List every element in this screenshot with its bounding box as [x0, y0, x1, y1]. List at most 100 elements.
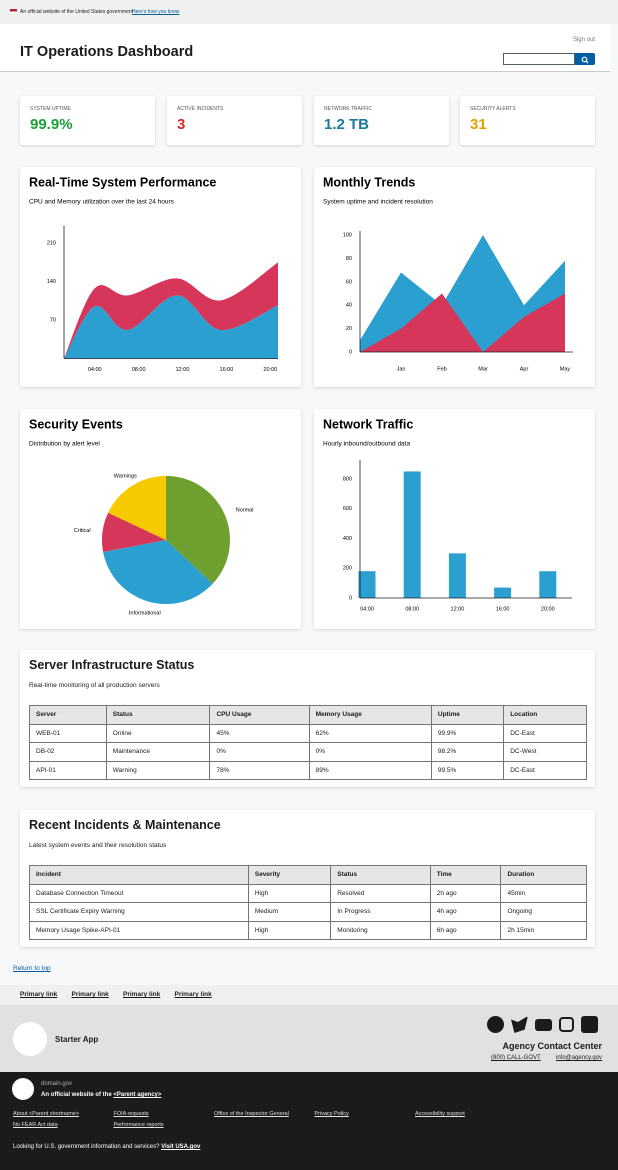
chart: Network Traffic Hourly inbound/outbound d…: [323, 417, 572, 612]
app-name: Starter App: [55, 1035, 99, 1044]
x-tick-label: 20:00: [541, 606, 555, 612]
official-prefix: An official website of the: [41, 1092, 112, 1098]
primary-link[interactable]: Primary link: [174, 991, 212, 998]
y-tick-label: 600: [343, 506, 352, 512]
chart-card: Security Events Distribution by alert lev…: [20, 409, 301, 629]
table-cell: Resolved: [330, 883, 431, 903]
primary-link[interactable]: Primary link: [71, 991, 109, 998]
site-title: IT Operations Dashboard: [20, 44, 194, 60]
x-tick-label: 04:00: [360, 606, 374, 612]
table-cell: High: [247, 883, 332, 903]
column-header: Location: [503, 705, 587, 725]
parent-agency[interactable]: <Parent agency>: [113, 1092, 162, 1098]
table-cell: 99.5%: [430, 760, 505, 780]
stat-card: ACTIVE INCIDENTS 3: [167, 96, 302, 145]
stat-label: ACTIVE INCIDENTS: [177, 106, 224, 112]
identifier-links: About <Parent shortname> FOIA requests Off…: [13, 1111, 573, 1128]
column-header: Memory Usage: [308, 705, 432, 725]
usa-prompt: Looking for U.S. government information …: [13, 1144, 160, 1150]
identifier-domain: domain.gov: [41, 1081, 73, 1087]
flag: [10, 9, 17, 14]
usa-link[interactable]: Visit USA.gov: [161, 1144, 201, 1150]
header: IT Operations Dashboard Sign out: [0, 24, 610, 72]
table-row: DB-02 Maintenance 0% 0% 98.2% DC-West: [29, 742, 587, 762]
y-tick-label: 100: [343, 232, 352, 238]
table-cell: API-01: [29, 760, 107, 780]
pie-slice: [166, 476, 230, 584]
twitter-icon[interactable]: [511, 1016, 528, 1033]
table-row: Memory Usage Spike-API-01 High Monitoring 6…: [29, 920, 587, 940]
table-cell: 99.9%: [430, 723, 505, 743]
y-tick-label: 70: [50, 318, 56, 324]
table-cell: DB-02: [29, 742, 107, 762]
stat-label: SECURITY ALERTS: [470, 106, 516, 112]
table-cell: Medium: [247, 902, 332, 922]
chart-title: Real-Time System Performance: [29, 175, 216, 189]
primary-link[interactable]: Primary link: [20, 991, 58, 998]
table-title: Recent Incidents & Maintenance: [29, 818, 221, 832]
table-cell: DC-East: [503, 760, 587, 780]
x-tick-label: Mar: [478, 366, 488, 372]
chart: Monthly Trends System uptime and incident…: [323, 175, 573, 372]
search-button[interactable]: [575, 53, 595, 65]
chart-card: Network Traffic Hourly inbound/outbound d…: [314, 409, 595, 629]
identifier-link[interactable]: Privacy Policy: [314, 1111, 349, 1117]
identifier-link[interactable]: No FEAR Act data: [13, 1122, 58, 1128]
chart-title: Security Events: [29, 417, 123, 431]
y-tick-label: 40: [346, 303, 352, 309]
pie-slice: [108, 476, 166, 540]
table-row: Database Connection Timeout High Resolved 2…: [29, 883, 587, 903]
primary-link[interactable]: Primary link: [123, 991, 161, 998]
column-header: Status: [330, 865, 431, 885]
table-cell: 98.2%: [430, 742, 505, 762]
y-tick-label: 400: [343, 536, 352, 542]
identifier-link[interactable]: FOIA requests: [113, 1111, 149, 1117]
table-cell: Online: [105, 723, 211, 743]
sign-out[interactable]: Sign out: [572, 37, 595, 43]
search-icon: [581, 56, 589, 64]
rss-icon[interactable]: [581, 1016, 598, 1033]
table-cell: High: [247, 920, 332, 940]
y-tick-label: 200: [343, 566, 352, 572]
y-tick-label: 80: [346, 256, 352, 262]
identifier-link[interactable]: Performance reports: [113, 1122, 164, 1128]
primary-links: Primary link Primary link Primary link Prim…: [0, 985, 618, 1005]
x-tick-label: 08:00: [405, 606, 419, 612]
y-tick-label: 20: [346, 326, 352, 332]
facebook-icon[interactable]: [487, 1016, 504, 1033]
table-cell: 0%: [308, 742, 432, 762]
identifier-link[interactable]: Accessibility support: [415, 1111, 465, 1117]
column-header: Severity: [247, 865, 332, 885]
y-tick-label: 210: [47, 241, 56, 247]
bar: [358, 571, 376, 598]
x-tick-label: 16:00: [496, 606, 510, 612]
y-tick-label: 800: [343, 476, 352, 482]
column-header: Status: [105, 705, 211, 725]
table-card: Server Infrastructure Status Real-time mo…: [20, 650, 595, 787]
chart-card: Monthly Trends System uptime and incident…: [314, 167, 595, 387]
y-tick-label: 0: [349, 595, 352, 601]
stat-card: SYSTEM UPTIME 99.9%: [20, 96, 155, 145]
table-cell: Maintenance: [105, 742, 211, 762]
identifier-link[interactable]: Office of the Inspector General: [214, 1111, 289, 1117]
youtube-icon[interactable]: [535, 1019, 552, 1031]
instagram-icon[interactable]: [559, 1017, 574, 1032]
x-tick-label: 12:00: [176, 367, 190, 373]
area: [64, 262, 278, 359]
table-cell: 89%: [308, 760, 432, 780]
table-title: Server Infrastructure Status: [29, 658, 195, 672]
contact-email[interactable]: info@agency.gov: [555, 1055, 602, 1061]
search-input[interactable]: [503, 53, 575, 65]
contact-phone[interactable]: (800) CALL-GOVT: [491, 1055, 541, 1061]
table-row: SSL Certificate Expiry Warning Medium In P…: [29, 902, 587, 922]
table-row: WEB-01 Online 45% 62% 99.9% DC-East: [29, 723, 587, 743]
table-cell: Memory Usage Spike-API-01: [29, 920, 249, 940]
chart-title: Monthly Trends: [323, 175, 415, 189]
banner-link[interactable]: Here's how you know: [132, 9, 180, 15]
identifier-link[interactable]: About <Parent shortname>: [13, 1111, 80, 1117]
table-cell: Monitoring: [330, 920, 431, 940]
table-subtitle: Real-time monitoring of all production s…: [29, 682, 160, 689]
return-to-top[interactable]: Return to top: [13, 965, 51, 972]
bar: [403, 471, 421, 598]
pie-label: Informational: [129, 610, 161, 616]
